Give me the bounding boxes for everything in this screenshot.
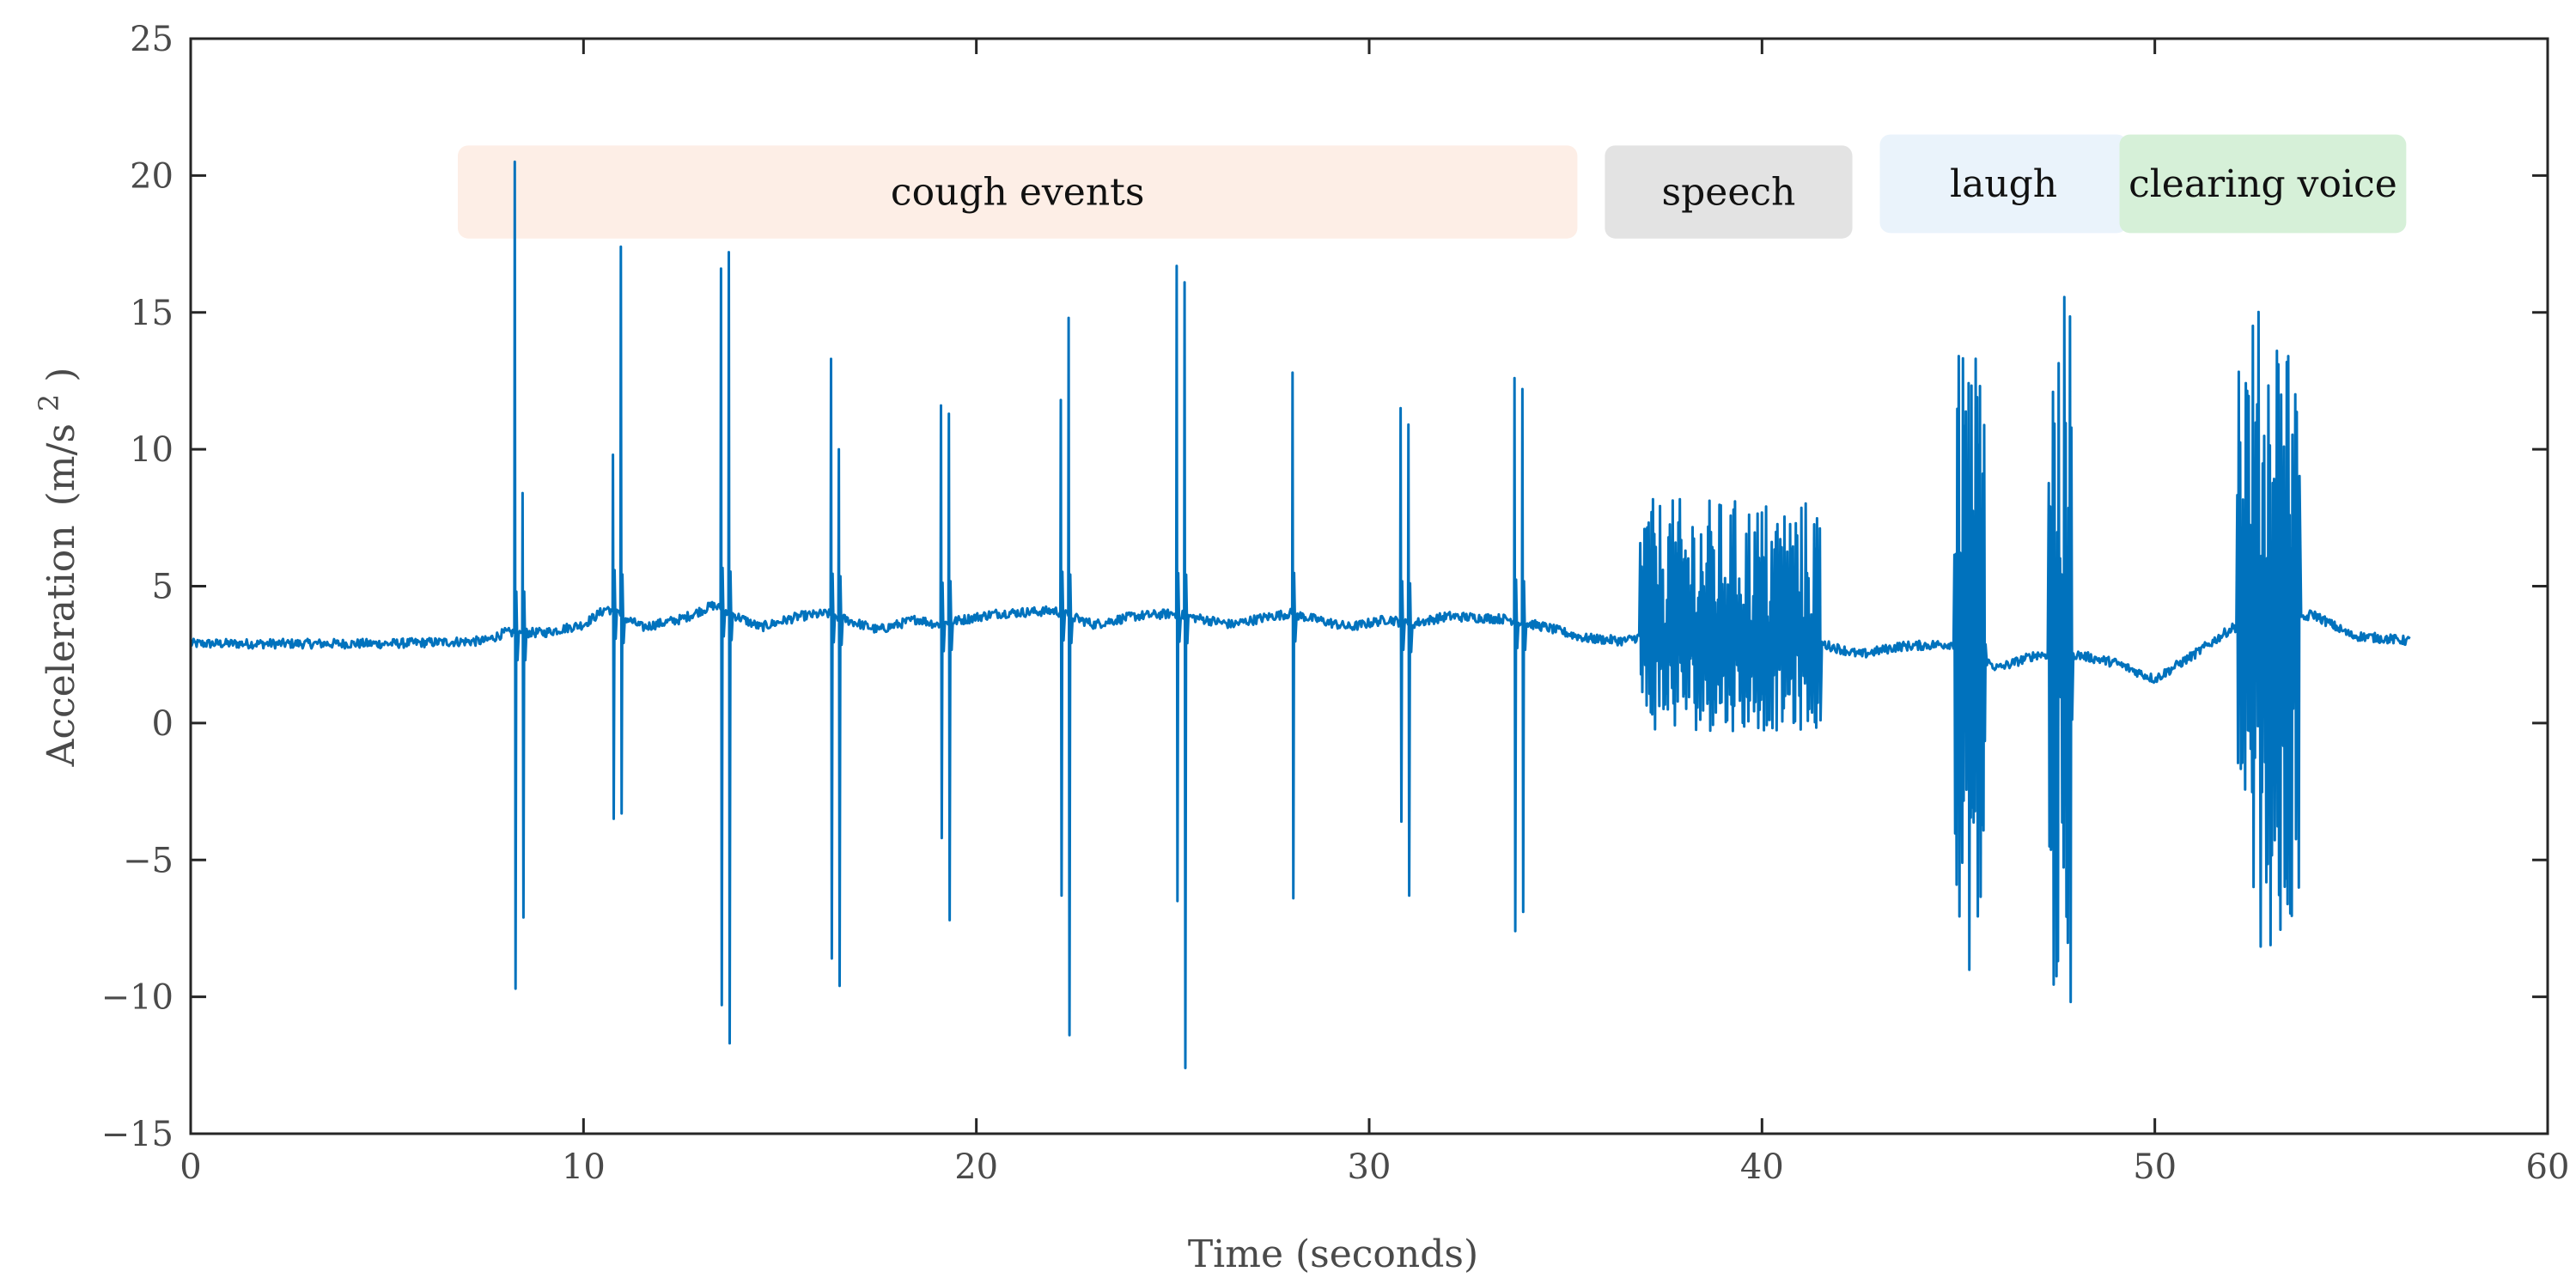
x-tick-label: 60 <box>2526 1147 2570 1187</box>
y-tick-label: 0 <box>152 704 174 744</box>
annotation-label-2: laugh <box>1950 162 2057 206</box>
y-axis-title: Acceleration (m/s 2 ) <box>24 368 83 768</box>
annotation-region-0 <box>457 145 1578 239</box>
y-axis-title-unit-sup: 2 <box>33 394 65 411</box>
x-tick-label: 50 <box>2133 1147 2177 1187</box>
y-tick-label: 15 <box>130 294 174 333</box>
annotation-label-0: cough events <box>891 171 1145 215</box>
y-tick-label: −10 <box>101 978 174 1018</box>
acceleration-signal-line <box>189 160 2411 1069</box>
y-tick-label: −15 <box>101 1115 174 1154</box>
y-axis-title-unit: (m/s <box>40 423 83 506</box>
x-axis-title: Time (seconds) <box>1188 1232 1478 1276</box>
x-tick-label: 10 <box>562 1147 606 1187</box>
y-tick-label: 5 <box>152 568 174 607</box>
y-axis-title-main: Acceleration <box>40 525 83 767</box>
y-tick-label: 10 <box>130 430 174 470</box>
annotation-regions: cough events speech laugh clearing voice <box>457 134 2407 239</box>
annotation-label-3: clearing voice <box>2128 162 2397 206</box>
y-axis-ticks: −15 −10 −5 0 5 10 15 20 25 <box>101 20 2548 1154</box>
x-axis-ticks: 0 10 20 30 40 50 60 <box>180 39 2569 1187</box>
x-tick-label: 20 <box>954 1147 998 1187</box>
annotation-region-2 <box>1879 134 2128 234</box>
x-tick-label: 0 <box>180 1147 201 1187</box>
y-tick-label: 20 <box>130 156 174 196</box>
annotation-label-1: speech <box>1662 171 1796 215</box>
y-tick-label: −5 <box>123 841 174 880</box>
annotation-region-1 <box>1605 145 1853 239</box>
x-tick-label: 40 <box>1740 1147 1784 1187</box>
x-tick-label: 30 <box>1348 1147 1392 1187</box>
annotation-region-3 <box>2119 134 2407 234</box>
y-tick-label: 25 <box>130 20 174 59</box>
data-series <box>189 160 2411 1069</box>
y-axis-title-unit-close: ) <box>40 368 83 382</box>
